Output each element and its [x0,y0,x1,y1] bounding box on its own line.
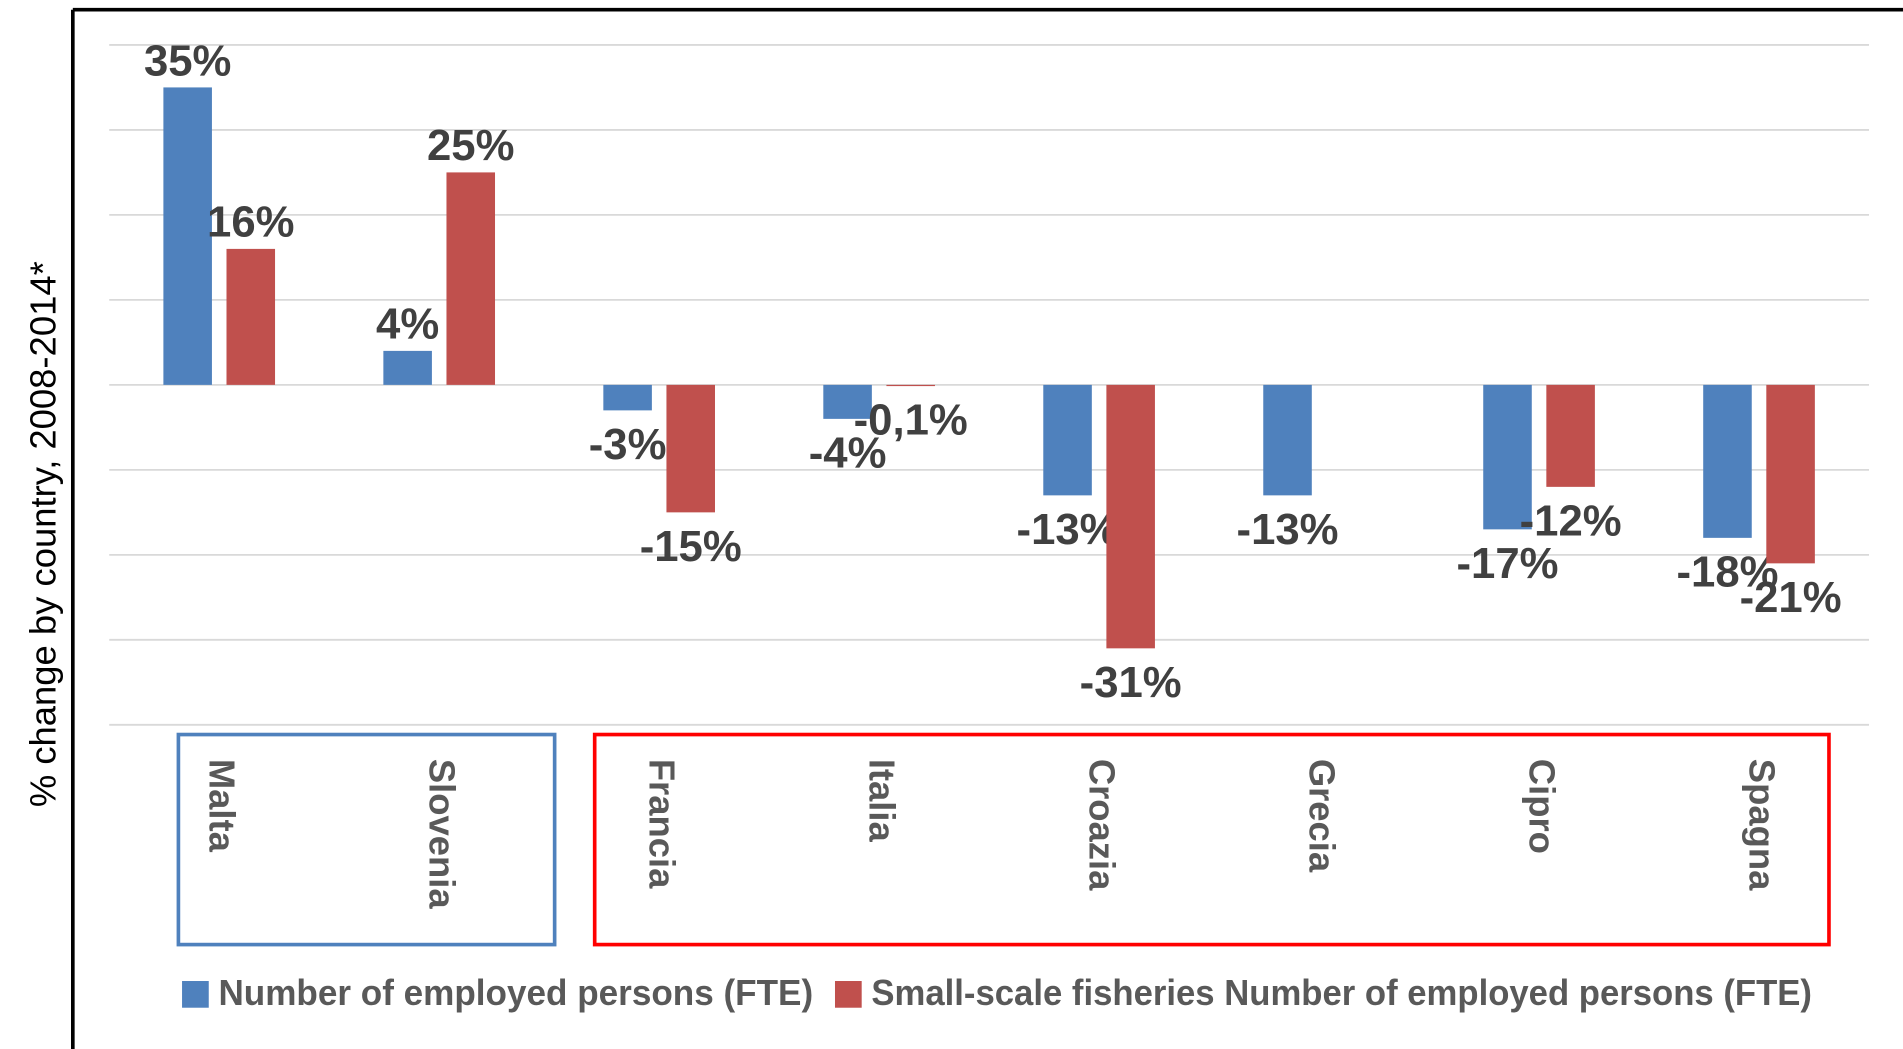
data-label: -0,1% [854,395,968,444]
bar [1263,384,1312,496]
data-label: 35% [144,36,231,85]
group-box-red [592,732,1831,947]
x-tick-label: Spagna [1741,759,1782,891]
x-tick-label: Italia [862,759,903,843]
bar [1766,384,1815,564]
x-tick-label: Malta [202,759,243,853]
data-label: -17% [1457,539,1559,588]
bar [603,384,652,411]
bar [383,350,432,385]
data-label: -4% [809,428,887,477]
bar [1483,384,1532,530]
data-label: 25% [427,121,514,170]
bar [1043,384,1092,496]
data-label: -21% [1740,573,1842,622]
bar [1546,384,1595,487]
data-label: -12% [1520,496,1622,545]
bar [1703,384,1752,538]
data-label: -31% [1080,658,1182,707]
bar [823,384,872,419]
data-label: -13% [1237,505,1339,554]
y-axis-label: % change by country, 2008-2014* [23,261,64,807]
x-tick-label: Francia [642,759,683,889]
data-label: -3% [589,420,667,469]
bar [666,384,715,513]
legend-swatch [182,981,209,1008]
data-label: -15% [640,522,742,571]
bar [163,87,212,385]
bar [1106,384,1155,649]
legend-label: Number of employed persons (FTE) [218,972,813,1013]
data-label: -13% [1017,505,1119,554]
legend-swatch [834,981,862,1008]
group-box-blue [176,732,557,947]
bar [226,248,276,385]
data-label: 16% [207,198,294,247]
x-tick-label: Slovenia [422,759,463,910]
bar [446,172,496,385]
data-label: 4% [376,300,439,349]
bar [886,384,935,387]
x-tick-label: Cipro [1521,759,1562,854]
legend-label: Small-scale fisheries Number of employed… [871,972,1812,1013]
x-tick-label: Grecia [1301,759,1342,873]
x-tick-label: Croazia [1081,759,1122,891]
data-label: -18% [1676,547,1778,596]
